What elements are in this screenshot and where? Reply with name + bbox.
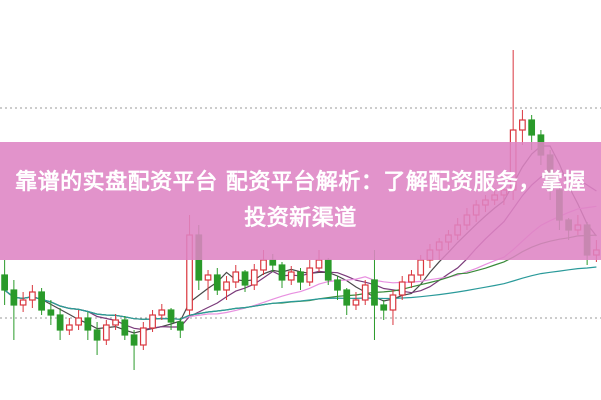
candle-down xyxy=(84,317,92,331)
candle-up xyxy=(352,299,360,306)
candle-down xyxy=(343,289,351,306)
candle-up xyxy=(204,274,212,281)
candle-down xyxy=(324,259,332,281)
candle-up xyxy=(398,281,406,296)
candle-down xyxy=(130,334,138,346)
candle-down xyxy=(176,321,184,331)
candle-up xyxy=(149,314,156,329)
candle-up xyxy=(139,327,147,346)
candle-down xyxy=(1,274,8,291)
candle-down xyxy=(93,329,101,341)
candle-down xyxy=(334,279,341,291)
candle-down xyxy=(38,291,45,311)
candle-up xyxy=(361,284,369,301)
candle-up xyxy=(250,269,258,286)
candle-down xyxy=(10,289,18,306)
banner-title: 靠谱的实盘配资平台 配资平台解析：了解配资服务，掌握投资新渠道 xyxy=(15,170,586,231)
candle-down xyxy=(371,279,378,306)
candle-up xyxy=(389,294,397,311)
candle-down xyxy=(241,271,249,286)
candle-up xyxy=(315,259,323,269)
candle-down xyxy=(121,319,129,336)
candle-down xyxy=(297,271,304,283)
candle-down xyxy=(167,309,175,323)
candle-up xyxy=(519,119,526,131)
candle-down xyxy=(278,264,286,281)
candle-down xyxy=(47,309,55,316)
candle-down xyxy=(528,119,536,136)
candle-up xyxy=(287,271,295,281)
title-banner: 靠谱的实盘配资平台 配资平台解析：了解配资服务，掌握投资新渠道 xyxy=(0,142,601,260)
candle-down xyxy=(269,259,277,266)
candle-up xyxy=(19,299,27,306)
candle-up xyxy=(102,324,110,341)
candle-up xyxy=(223,281,230,291)
candle-up xyxy=(232,271,240,283)
candle-up xyxy=(112,319,119,326)
candle-up xyxy=(28,291,36,301)
candle-up xyxy=(306,267,314,283)
candle-up xyxy=(75,317,82,326)
candle-up xyxy=(158,309,166,316)
candle-down xyxy=(380,304,388,311)
candle-up xyxy=(408,274,415,283)
candle-up xyxy=(260,259,267,271)
candle-up xyxy=(417,259,425,276)
candle-down xyxy=(56,314,64,331)
candle-up xyxy=(65,324,73,331)
candle-down xyxy=(213,274,221,291)
moving-average-line xyxy=(4,266,597,320)
